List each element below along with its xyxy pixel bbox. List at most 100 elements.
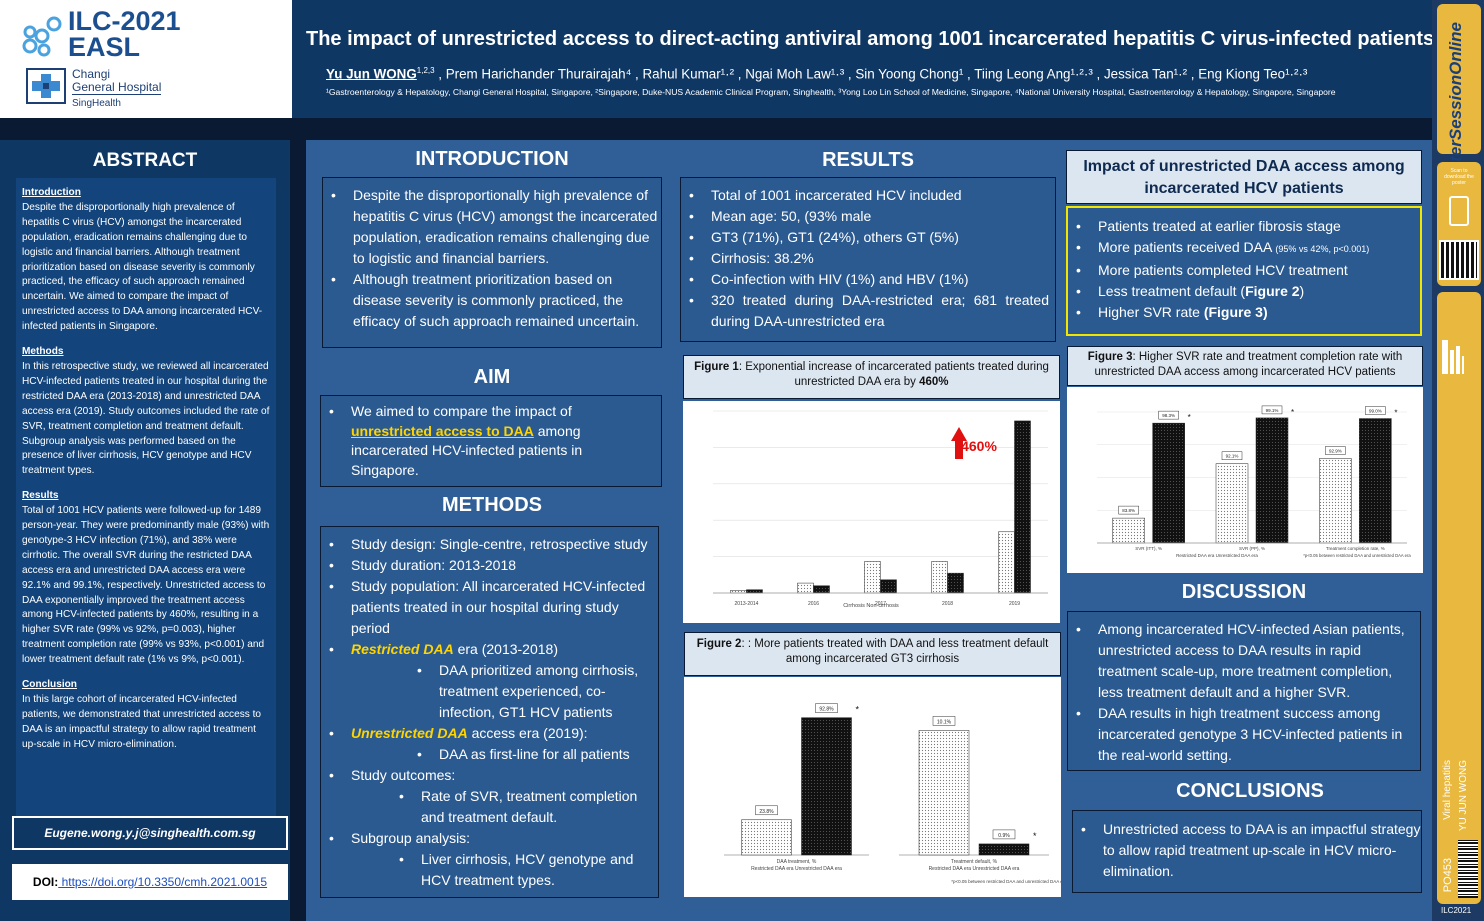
results-box: Total of 1001 incarcerated HCV included …: [680, 177, 1056, 342]
bar-unrestricted: [978, 843, 1030, 856]
impact-item4-pre: Less treatment default (: [1098, 283, 1246, 299]
doi-label: DOI:: [32, 875, 59, 889]
data-label-box: [932, 716, 956, 726]
figure2-caption-label: Figure 2: [696, 638, 742, 650]
impact-item4-post: ): [1299, 283, 1305, 299]
poster-session-logo[interactable]: [1437, 4, 1481, 154]
doi-link[interactable]: https://doi.org/10.3350/cmh.2021.0015: [58, 875, 268, 889]
methods-title: METHODS: [442, 494, 542, 516]
abstract-conclusion-heading: Conclusion: [22, 679, 77, 691]
introduction-list: Despite the disproportionally high preva…: [323, 185, 661, 332]
figure2-caption-text: : : More patients treated with DAA and l…: [741, 638, 1049, 665]
results-item: 320 treated during DAA-restricted era; 6…: [681, 290, 1055, 332]
bar-non-cirrhosis: [813, 585, 830, 594]
impact-box: Patients treated at earlier fibrosis sta…: [1066, 206, 1422, 336]
impact-item: More patients completed HCV treatment: [1068, 260, 1420, 281]
hospital-line3: SingHealth: [72, 98, 121, 109]
x-axis-label: SVR (ITT), %: [1135, 546, 1162, 551]
impact-title: Impact of unrestricted DAA access among …: [1066, 150, 1422, 204]
first-author-affil: 1,2,3: [416, 66, 435, 75]
aim-title: AIM: [473, 366, 511, 388]
figure1-caption-label: Figure 1: [694, 361, 739, 373]
methods-item: Study design: Single-centre, retrospecti…: [321, 534, 658, 555]
chart-legend: Restricted DAA era Unrestricted DAA era: [751, 866, 842, 872]
introduction-title: INTRODUCTION: [415, 148, 569, 170]
abstract-body: Introduction Despite the disproportional…: [16, 178, 276, 816]
figure1-caption: Figure 1: Exponential increase of incarc…: [683, 355, 1060, 399]
significance-marker: *: [856, 705, 860, 715]
discussion-title: DISCUSSION: [1181, 581, 1307, 603]
aim-list: We aimed to compare the impact of unrest…: [321, 402, 661, 480]
data-label: 92.1%: [1226, 454, 1239, 459]
results-item: Total of 1001 incarcerated HCV included: [681, 185, 1055, 206]
restricted-rest: era (2013-2018): [453, 641, 558, 657]
abstract-methods-heading: Methods: [22, 346, 64, 358]
growth-annotation: 460%: [961, 438, 997, 454]
figure1-caption-end: 460%: [919, 376, 949, 388]
qr-code-icon[interactable]: [1439, 240, 1479, 280]
intro-item: Despite the disproportionally high preva…: [323, 185, 661, 269]
bar-restricted: [918, 730, 970, 856]
data-label-box: [1118, 505, 1139, 515]
figure1-chart-area: 2013-2014 2016 2017 2018 2019 460% Cirrhosis N…: [683, 401, 1060, 623]
x-tick-label: 2018: [942, 601, 953, 607]
impact-item: Less treatment default (Figure 2): [1068, 281, 1420, 302]
conference-line1: ILC-2021: [68, 6, 181, 36]
unrestricted-rest: access era (2019):: [467, 725, 588, 741]
bar-unrestricted: [1255, 417, 1289, 544]
bar-restricted: [1112, 517, 1145, 544]
chart-note: *p<0.05 between restricted DAA and unres…: [1303, 553, 1411, 558]
figure2-caption: Figure 2: : More patients treated with D…: [684, 632, 1061, 676]
presenter-label: YU JUN WONG: [1458, 760, 1469, 832]
figure1-caption-text: : Exponential increase of incarcerated p…: [738, 361, 1049, 388]
abstract-intro-heading: Introduction: [22, 187, 81, 198]
impact-item: Higher SVR rate (Figure 3): [1068, 302, 1420, 323]
figure3-caption-text: : Higher SVR rate and treatment completi…: [1094, 351, 1403, 378]
discussion-list: Among incarcerated HCV-infected Asian pa…: [1068, 619, 1420, 766]
bar-restricted: [1215, 463, 1249, 544]
impact-item4-ref: Figure 2: [1245, 283, 1300, 299]
aim-post: among incarcerated HCV-infected patients…: [351, 422, 583, 478]
methods-item: Unrestricted DAA access era (2019):: [321, 723, 658, 744]
bar-cirrhosis: [864, 561, 881, 594]
contact-email[interactable]: Eugene.wong.y.j@singhealth.com.sg: [12, 816, 288, 850]
results-item: Co-infection with HIV (1%) and HBV (1%): [681, 269, 1055, 290]
x-tick-label: 2019: [1009, 601, 1020, 607]
data-label-box: [1158, 410, 1179, 420]
abstract-methods: In this retrospective study, we reviewed…: [22, 360, 270, 477]
figure3-caption-label: Figure 3: [1087, 351, 1133, 363]
impact-item: More patients received DAA (95% vs 42%, …: [1068, 237, 1420, 260]
methods-item: Restricted DAA era (2013-2018): [321, 639, 658, 660]
unrestricted-label: Unrestricted DAA: [351, 725, 468, 741]
intro-item: Although treatment prioritization based …: [323, 269, 661, 332]
data-label-box: [1221, 451, 1243, 460]
discussion-box: Among incarcerated HCV-infected Asian pa…: [1067, 611, 1421, 771]
figure3-chart-area: 83.8% 98.3% * SVR (ITT), % 92.1% 99.1% * SVR (P…: [1067, 387, 1423, 573]
results-item: GT3 (71%), GT1 (24%), others GT (5%): [681, 227, 1055, 248]
data-label: 10.1%: [937, 719, 952, 725]
methods-subitem: DAA prioritized among cirrhosis, treatme…: [321, 660, 658, 723]
impact-item5-pre: Higher SVR rate: [1098, 304, 1204, 320]
methods-item: Study population: All incarcerated HCV-i…: [321, 576, 658, 639]
poster-title: The impact of unrestricted access to dir…: [306, 28, 1435, 50]
discussion-item: Among incarcerated HCV-infected Asian pa…: [1068, 619, 1420, 703]
significance-marker: *: [1188, 413, 1191, 422]
figure2-chart: 23.8%92.8% *DAA treatment, %Restricted DA…: [724, 703, 1067, 884]
author-list: Yu Jun WONG1,2,3 , Prem Harichander Thur…: [326, 66, 1307, 81]
impact-item2: More patients received DAA: [1098, 239, 1276, 255]
bar-unrestricted: [1359, 418, 1392, 544]
abstract-intro: Despite the disproportionally high preva…: [22, 201, 263, 333]
aim-box: We aimed to compare the impact of unrest…: [320, 395, 662, 487]
bar-unrestricted: [1152, 422, 1185, 544]
conclusions-item: Unrestricted access to DAA is an impactf…: [1073, 819, 1421, 882]
bar-non-cirrhosis: [1014, 420, 1031, 594]
bar-cirrhosis: [931, 561, 948, 594]
hospital-line2: General Hospital: [72, 80, 162, 95]
chart-legend: Restricted DAA era Unrestricted DAA era: [1176, 553, 1258, 558]
x-axis-label: SVR (PP), %: [1239, 546, 1265, 551]
methods-subitem: Liver cirrhosis, HCV genotype and HCV tr…: [321, 849, 658, 891]
ilc-logo-icon: [22, 16, 62, 57]
x-tick-label: 2016: [808, 601, 819, 607]
data-label-box: [992, 829, 1016, 840]
discussion-item: DAA results in high treatment success am…: [1068, 703, 1420, 766]
